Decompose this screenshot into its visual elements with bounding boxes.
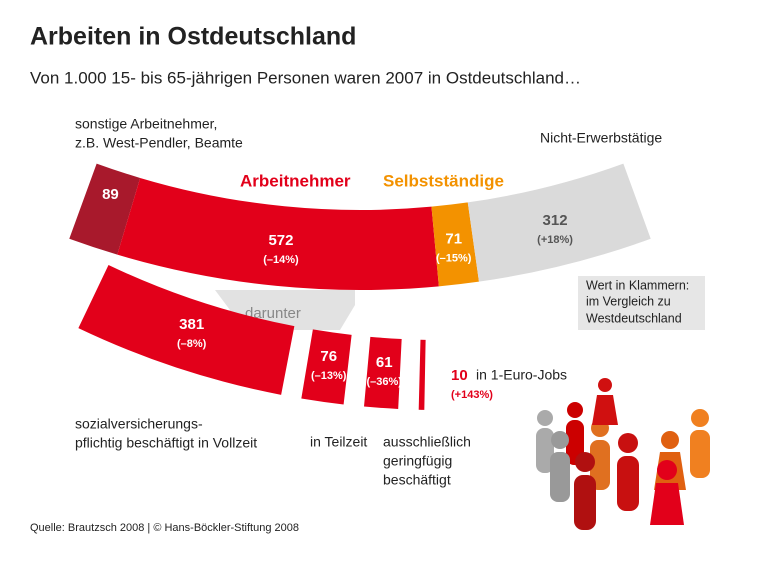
note: Westdeutschland — [586, 311, 682, 325]
note: Wert in Klammern: — [586, 278, 689, 292]
segment-value: 312 — [543, 212, 568, 229]
segment-change: (–8%) — [177, 338, 207, 350]
segment-label: ausschließlich — [383, 434, 471, 450]
segment-value: 572 — [268, 232, 293, 249]
top-segment — [69, 163, 141, 255]
top-segment — [117, 177, 439, 290]
segment-label: sozialversicherungs- — [75, 416, 203, 432]
segment-label: Nicht-Erwerbstätige — [540, 130, 662, 146]
segment-label: pflichtig beschäftigt in Vollzeit — [75, 435, 257, 451]
segment-change: (–14%) — [263, 254, 299, 266]
segment-change: (+143%) — [451, 389, 493, 401]
note-box — [578, 276, 705, 330]
bottom-segment — [78, 264, 295, 395]
segment-label: geringfügig — [383, 453, 452, 469]
segment-label: Arbeitnehmer — [240, 171, 351, 190]
segment-label: z.B. West-Pendler, Beamte — [75, 135, 243, 151]
bottom-segment — [418, 339, 426, 410]
subtitle: Von 1.000 15- bis 65-jährigen Personen w… — [30, 68, 581, 87]
note: im Vergleich zu — [586, 294, 671, 308]
segment-value: 10 — [451, 367, 468, 384]
top-segment — [431, 202, 479, 287]
segment-label: sonstige Arbeitnehmer, — [75, 116, 217, 132]
title: Arbeiten in Ostdeutschland — [30, 23, 356, 51]
segment-value: 71 — [445, 230, 462, 247]
bottom-segment — [364, 336, 402, 409]
arrow-label: darunter — [245, 305, 301, 322]
bottom-segment — [301, 329, 352, 405]
segment-change: (–15%) — [436, 252, 472, 264]
segment-value: 89 — [102, 186, 119, 203]
segment-label: in Teilzeit — [310, 434, 367, 450]
segment-change: (+18%) — [537, 234, 573, 246]
segment-value: 76 — [320, 348, 337, 365]
segment-label: beschäftigt — [383, 472, 451, 488]
people-illustration — [536, 378, 710, 530]
segment-change: (–13%) — [311, 370, 347, 382]
segment-change: (–36%) — [367, 376, 403, 388]
segment-value: 381 — [179, 316, 204, 333]
source: Quelle: Brautzsch 2008 | © Hans-Böckler-… — [30, 522, 299, 534]
segment-value: 61 — [376, 354, 393, 371]
segment-label: in 1-Euro-Jobs — [476, 367, 567, 383]
top-segment — [467, 163, 651, 282]
segment-label: Selbstständige — [383, 171, 504, 190]
